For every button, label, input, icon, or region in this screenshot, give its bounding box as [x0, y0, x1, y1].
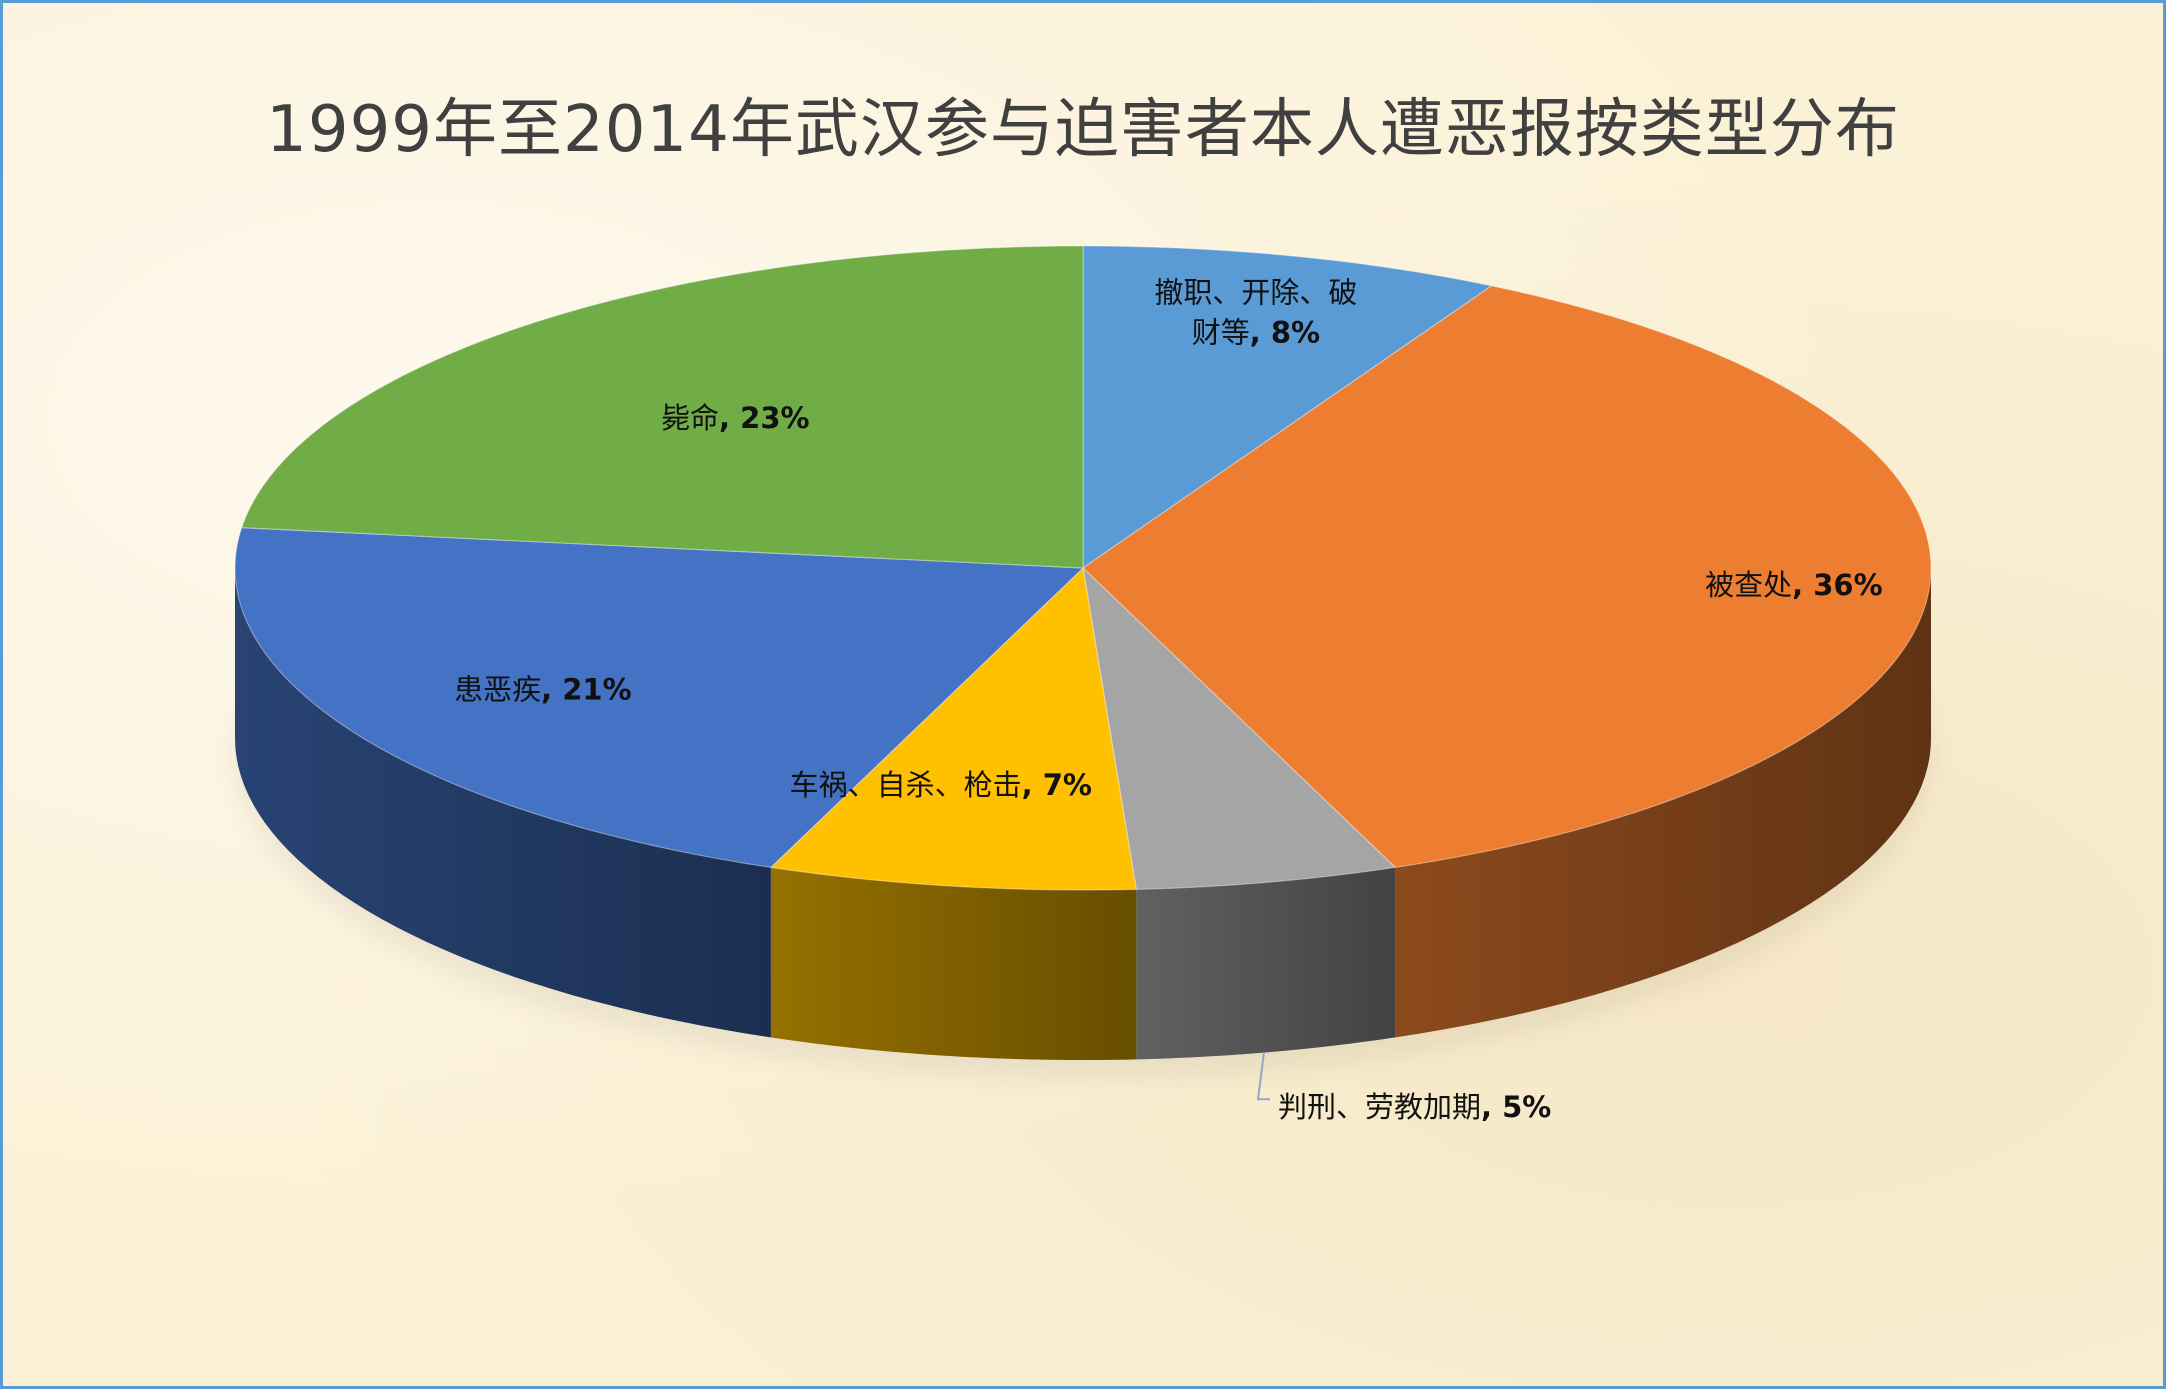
- data-label-5: 患恶疾, 21%: [454, 672, 632, 706]
- pie-slice-5: [234, 527, 1085, 869]
- pie-slice-6: [240, 245, 1084, 569]
- pie-slice-2: [1082, 285, 1932, 869]
- pie-slice-4: [769, 566, 1137, 891]
- pie-slice-3: [1082, 566, 1397, 890]
- leader-line-3: [1256, 1052, 1270, 1101]
- pie-side-shade-4: [770, 867, 1137, 1060]
- pie-slice-1: [1082, 245, 1494, 570]
- data-label-1-line-1: 撤职、开除、破: [1154, 275, 1357, 309]
- pie-side-shade-2: [1395, 568, 1931, 1038]
- data-label-4: 车祸、自杀、枪击, 7%: [790, 768, 1092, 802]
- data-label-2: 被查处, 36%: [1705, 568, 1883, 602]
- data-label-3: 判刑、劳教加期, 5%: [1278, 1090, 1551, 1124]
- pie-side-shade-3: [1136, 867, 1396, 1060]
- data-label-1-line-2: 财等, 8%: [1192, 315, 1320, 349]
- chart-title: 1999年至2014年武汉参与迫害者本人遭恶报按类型分布: [266, 93, 1900, 167]
- pie-side-shade-5: [235, 568, 771, 1038]
- data-label-6: 毙命, 23%: [661, 401, 810, 435]
